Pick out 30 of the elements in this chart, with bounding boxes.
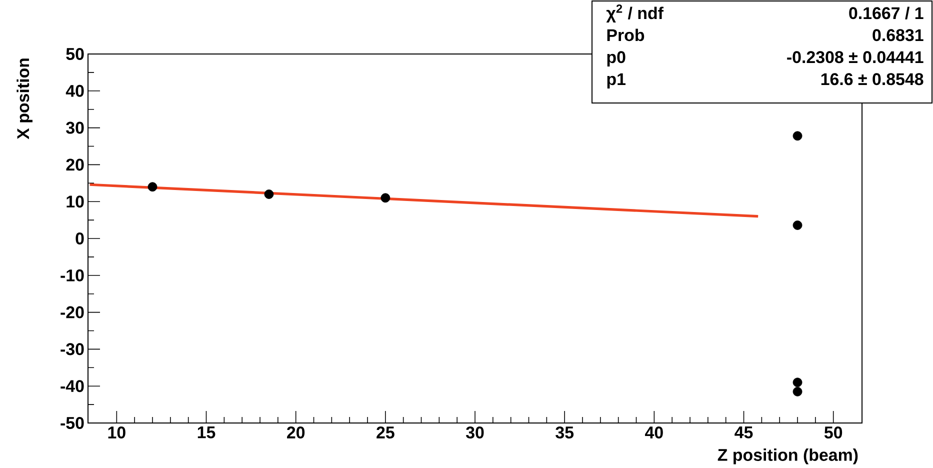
x-tick-label: 30 [466, 426, 484, 439]
text: 0.1667 / 1 [849, 6, 924, 20]
annotation: -0.2308 ± 0.04441 [787, 51, 924, 64]
y-tick-label: 40 [66, 85, 84, 98]
x-tick-label: 15 [198, 426, 216, 439]
x-tick-label: 50 [824, 426, 842, 439]
y-tick-label: -50 [60, 417, 84, 430]
x-tick-label: 10 [108, 426, 126, 439]
annotation: 16.6 ± 0.8548 [821, 73, 924, 86]
y-tick-label: 20 [66, 158, 84, 171]
y-tick-label: 30 [66, 122, 84, 134]
x-axis-title: Z position (beam) [718, 448, 858, 464]
x-tick-label: 40 [645, 426, 663, 439]
text: Prob [607, 28, 644, 42]
text: χ$^{2}$ / ndf [606, 4, 664, 23]
y-axis-title: X position [16, 58, 32, 140]
y-tick-label: 0 [76, 232, 84, 245]
y-tick-label: -30 [60, 343, 84, 356]
text: 0.6831 [872, 29, 924, 42]
annotation: p0 [607, 51, 626, 67]
y-tick-label: -40 [60, 380, 84, 392]
y-tick-label: 50 [66, 48, 84, 60]
x-tick-label: 20 [287, 426, 305, 439]
y-tick-label: -20 [60, 306, 84, 318]
x-tick-label: 35 [556, 426, 574, 439]
y-tick-label: -10 [60, 270, 84, 282]
y-tick-label: 10 [66, 196, 84, 208]
x-tick-label: 25 [376, 426, 394, 439]
x-tick-label: 45 [734, 426, 753, 439]
annotation: p1 [607, 74, 626, 89]
